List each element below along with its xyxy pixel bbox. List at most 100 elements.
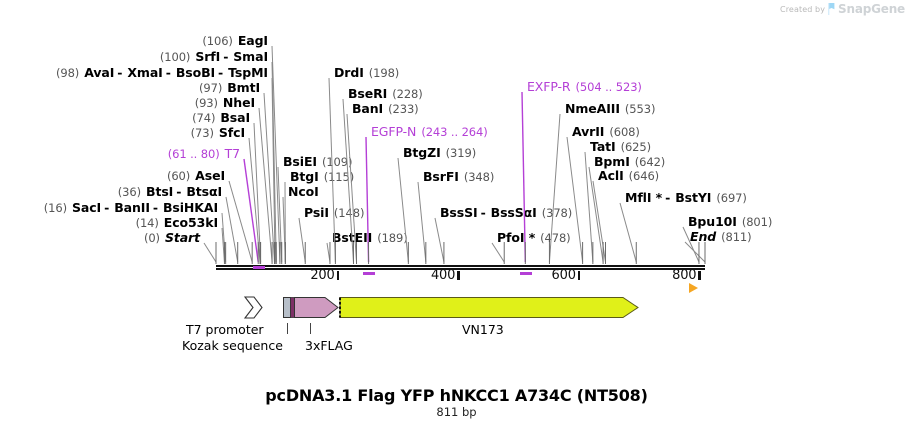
primer-range-mark: [519, 272, 532, 275]
enzyme-label-avai[interactable]: (98) AvaI - XmaI - BsoBI - TspMI: [55, 65, 268, 81]
enzyme-label-egfpn[interactable]: EGFP-N (243 .. 264): [371, 125, 488, 140]
leader-line-bmti: [263, 92, 275, 263]
enzyme-label-bpu10i[interactable]: Bpu10I (801): [688, 214, 773, 230]
enzyme-label-part: Bpu10I: [688, 214, 737, 229]
enzyme-label-part: NheI: [222, 95, 255, 110]
enzyme-label-part: (801): [741, 215, 773, 229]
watermark-brand-label: SnapGene: [838, 2, 905, 16]
enzyme-label-bseri[interactable]: BseRI (228): [348, 86, 423, 102]
leader-line-srfi: [271, 61, 277, 263]
enzyme-label-part: (16): [43, 201, 67, 215]
enzyme-label-part: SacI: [72, 200, 102, 215]
enzyme-label-part: BsoBI: [175, 65, 216, 80]
enzyme-label-part: (93): [194, 96, 218, 110]
enzyme-label-sfci[interactable]: (73) SfcI: [191, 125, 245, 141]
flag-feature-arrow[interactable]: [283, 296, 339, 320]
enzyme-label-part: (198): [368, 66, 400, 80]
enzyme-label-part: -: [218, 65, 224, 80]
enzyme-label-part: (100): [159, 50, 191, 64]
enzyme-label-part: BstYI: [675, 190, 712, 205]
enzyme-label-part: AseI: [195, 168, 225, 183]
map-subtitle: 811 bp: [436, 405, 477, 419]
primer-range-mark: [252, 266, 265, 269]
enzyme-label-btgzi[interactable]: BtgZI (319): [403, 146, 476, 161]
vn173-cds-arrow[interactable]: [338, 296, 640, 320]
leader-line-eagi: [271, 45, 281, 263]
ruler-tick-label-800: 800: [672, 268, 697, 283]
enzyme-label-srfi[interactable]: (100) SrfI - SmaI: [159, 49, 268, 65]
enzyme-label-part: BtsI: [146, 184, 174, 199]
enzyme-label-btgi[interactable]: BtgI (115): [290, 170, 355, 185]
enzyme-label-part: -: [104, 200, 110, 215]
enzyme-label-nhei[interactable]: (93) NheI: [194, 95, 255, 111]
enzyme-label-part: (243 .. 264): [421, 125, 488, 139]
enzyme-label-part: BanI: [352, 101, 384, 116]
enzyme-label-part: AclI: [598, 168, 624, 183]
t7-promoter-arrow[interactable]: [243, 295, 265, 321]
enzyme-label-btsi[interactable]: (36) BtsI - BtsαI: [117, 184, 222, 200]
ruler-tick-label-400: 400: [430, 268, 456, 283]
kozak-connector-tick: [287, 323, 288, 334]
snapgene-flag-icon: [828, 3, 835, 15]
enzyme-label-nmeaiii[interactable]: NmeAIII (553): [565, 101, 656, 117]
enzyme-label-psii[interactable]: PsiI (148): [304, 206, 365, 221]
enzyme-label-avrii[interactable]: AvrII (608): [572, 125, 640, 140]
feature-label-3xflag: 3xFLAG: [305, 338, 353, 353]
enzyme-label-part: DrdI: [334, 65, 364, 80]
enzyme-label-part: (811): [721, 230, 752, 244]
enzyme-label-bsssi[interactable]: BssSI - BssSαI (378): [440, 206, 573, 221]
enzyme-label-eagi[interactable]: (106) EagI: [202, 33, 268, 49]
enzyme-label-part: (608): [609, 125, 640, 139]
enzyme-label-part: BsaI: [220, 110, 250, 125]
enzyme-label-part: (228): [392, 87, 423, 101]
enzyme-label-bpmi[interactable]: BpmI (642): [594, 155, 665, 170]
enzyme-label-bsai[interactable]: (74) BsaI: [192, 110, 250, 126]
enzyme-label-part: (646): [628, 169, 660, 183]
enzyme-label-part: (625): [620, 140, 652, 154]
enzyme-label-bsrfi[interactable]: BsrFI (348): [423, 169, 494, 185]
enzyme-label-part: BsrFI: [423, 169, 459, 184]
enzyme-label-part: SfcI: [218, 125, 245, 140]
primer-range-mark: [362, 272, 376, 275]
enzyme-label-part: TspMI: [228, 65, 268, 80]
enzyme-label-bani[interactable]: BanI (233): [352, 101, 419, 117]
enzyme-label-bmti[interactable]: (97) BmtI: [199, 81, 260, 96]
enzyme-label-part: (504 .. 523): [575, 80, 642, 94]
enzyme-label-part: (115): [323, 170, 355, 184]
flag-connector-tick: [310, 323, 311, 334]
enzyme-label-asei[interactable]: (60) AseI: [167, 168, 225, 184]
enzyme-label-part: BseRI: [348, 86, 388, 101]
enzyme-label-part: MflI *: [625, 190, 663, 205]
enzyme-label-part: -: [665, 190, 671, 205]
enzyme-label-eco53ki[interactable]: (14) Eco53kI: [136, 216, 219, 231]
enzyme-label-part: (98): [55, 66, 80, 80]
enzyme-label-part: (109): [321, 155, 353, 169]
enzyme-label-part: BsiEI: [283, 154, 317, 169]
enzyme-label-part: (97): [199, 81, 223, 95]
snapgene-watermark: Created by SnapGene: [780, 2, 905, 16]
enzyme-label-exfpr[interactable]: EXFP-R (504 .. 523): [527, 80, 642, 95]
enzyme-label-part: T7: [224, 146, 240, 161]
enzyme-label-acli[interactable]: AclI (646): [598, 168, 660, 184]
enzyme-label-part: (697): [716, 191, 747, 205]
enzyme-label-part: EagI: [237, 33, 268, 48]
enzyme-label-part: (233): [388, 102, 419, 116]
enzyme-label-mfli[interactable]: MflI * - BstYI (697): [625, 190, 747, 206]
feature-label-vn173: VN173: [462, 322, 504, 337]
enzyme-label-tati[interactable]: TatI (625): [590, 140, 652, 155]
ruler-major-tick: [457, 271, 460, 280]
enzyme-label-saci[interactable]: (16) SacI - BanII - BsiHKAI: [43, 200, 218, 216]
enzyme-label-ncoi[interactable]: NcoI: [288, 185, 319, 199]
enzyme-label-bsiei[interactable]: BsiEI (109): [283, 154, 353, 170]
enzyme-label-part: (378): [541, 206, 573, 220]
enzyme-label-part: (553): [624, 102, 656, 116]
enzyme-label-part: (148): [333, 206, 365, 220]
enzyme-label-part: Start: [164, 230, 200, 245]
enzyme-label-part: NmeAIII: [565, 101, 620, 116]
enzyme-label-drdi[interactable]: DrdI (198): [334, 65, 400, 81]
enzyme-label-t7[interactable]: (61 .. 80) T7: [168, 146, 240, 162]
enzyme-label-part: (36): [117, 185, 142, 199]
enzyme-label-start[interactable]: (0) Start: [144, 230, 200, 246]
enzyme-label-part: SmaI: [233, 49, 268, 64]
